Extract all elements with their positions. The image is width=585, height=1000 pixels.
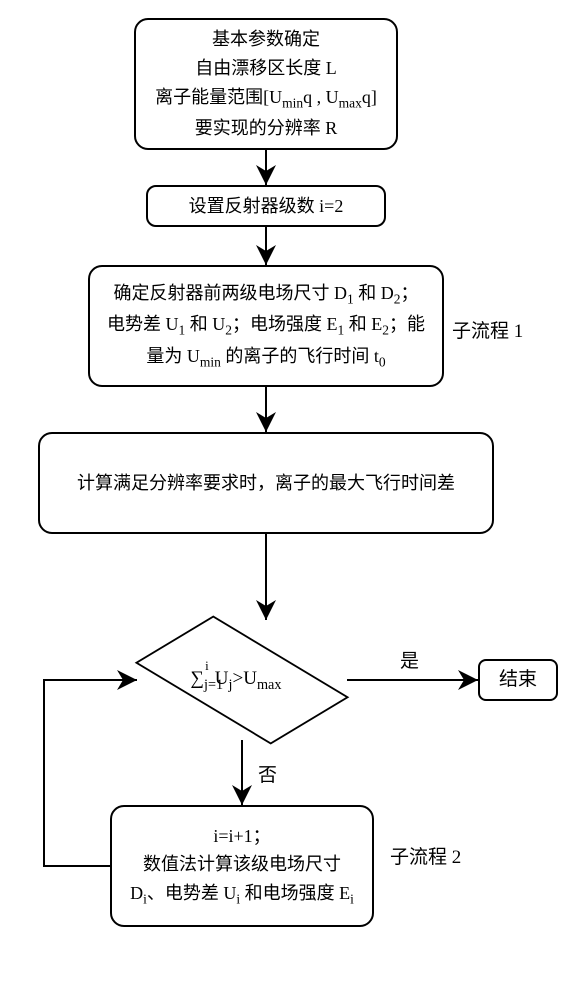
decision-sum-check: ∑j=1iUj>Umax (137, 620, 347, 740)
label-subprocess-2: 子流程 2 (390, 842, 461, 869)
node-set-stages: 设置反射器级数 i=2 (146, 185, 386, 227)
node-basic-params: 基本参数确定自由漂移区长度 L离子能量范围[Uminq , Umaxq]要实现的… (134, 18, 398, 150)
edge-label-yes: 是 (400, 646, 419, 673)
node-end: 结束 (478, 659, 558, 701)
node-calc-max-diff: 计算满足分辨率要求时，离子的最大飞行时间差 (38, 432, 494, 534)
node-subprocess-1: 确定反射器前两级电场尺寸 D1 和 D2；电势差 U1 和 U2；电场强度 E1… (88, 265, 444, 387)
node-subprocess-2: i=i+1；数值法计算该级电场尺寸Di、电势差 Ui 和电场强度 Ei (110, 805, 374, 927)
end-label: 结束 (499, 665, 537, 695)
label-subprocess-1: 子流程 1 (452, 316, 523, 343)
edge-label-no: 否 (258, 760, 277, 787)
